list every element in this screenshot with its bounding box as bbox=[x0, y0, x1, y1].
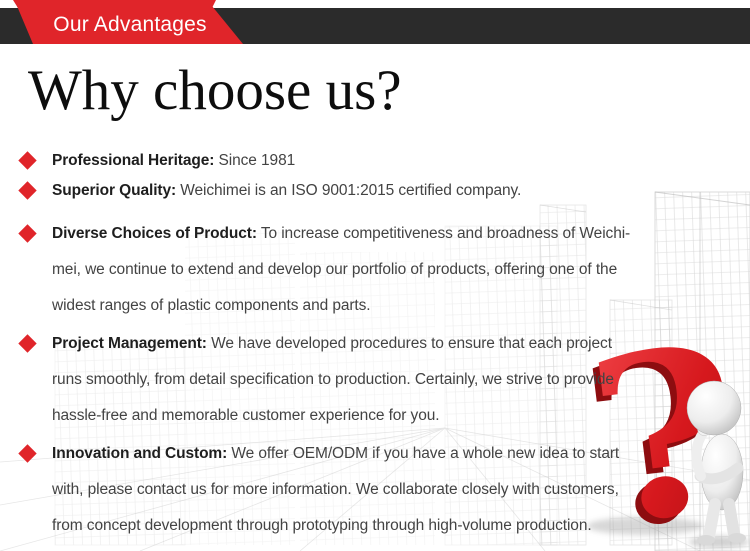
advantage-text: Since 1981 bbox=[218, 152, 296, 169]
section-banner: Our Advantages bbox=[17, 6, 243, 44]
diamond-bullet-icon bbox=[18, 181, 37, 200]
advantage-label: Superior Quality: bbox=[52, 182, 177, 199]
ribbon-top-fold bbox=[13, 0, 216, 8]
advantage-label: Diverse Choices of Product: bbox=[52, 225, 257, 242]
advantage-text: To increase competitiveness and broadnes… bbox=[52, 225, 631, 314]
wireframe-towers bbox=[54, 191, 750, 551]
list-item: Professional Heritage: Since 1981 bbox=[0, 146, 680, 176]
list-item: Diverse Choices of Product: To increase … bbox=[0, 216, 680, 324]
section-banner-label: Our Advantages bbox=[53, 12, 207, 36]
page-title: Why choose us? bbox=[28, 59, 402, 122]
list-item: Innovation and Custom: We offer OEM/ODM … bbox=[0, 436, 680, 544]
question-mark-figure: ? ? bbox=[583, 328, 750, 551]
advantage-text: We have developed procedures to ensure t… bbox=[52, 335, 614, 424]
diamond-bullet-icon bbox=[18, 151, 37, 170]
advantage-label: Professional Heritage: bbox=[52, 152, 215, 169]
diamond-bullet-icon bbox=[18, 334, 37, 353]
advantage-label: Innovation and Custom: bbox=[52, 445, 228, 462]
list-item: Superior Quality: Weichimei is an ISO 90… bbox=[0, 176, 680, 206]
thinking-person-icon bbox=[686, 380, 746, 545]
advantage-text: Weichimei is an ISO 9001:2015 certified … bbox=[180, 182, 522, 199]
advantage-label: Project Management: bbox=[52, 335, 207, 352]
diamond-bullet-icon bbox=[18, 224, 37, 243]
advantages-list: Professional Heritage: Since 1981 Superi… bbox=[0, 146, 680, 544]
advantage-text: We offer OEM/ODM if you have a whole new… bbox=[52, 445, 620, 534]
list-item: Project Management: We have developed pr… bbox=[0, 326, 680, 434]
diamond-bullet-icon bbox=[18, 444, 37, 463]
